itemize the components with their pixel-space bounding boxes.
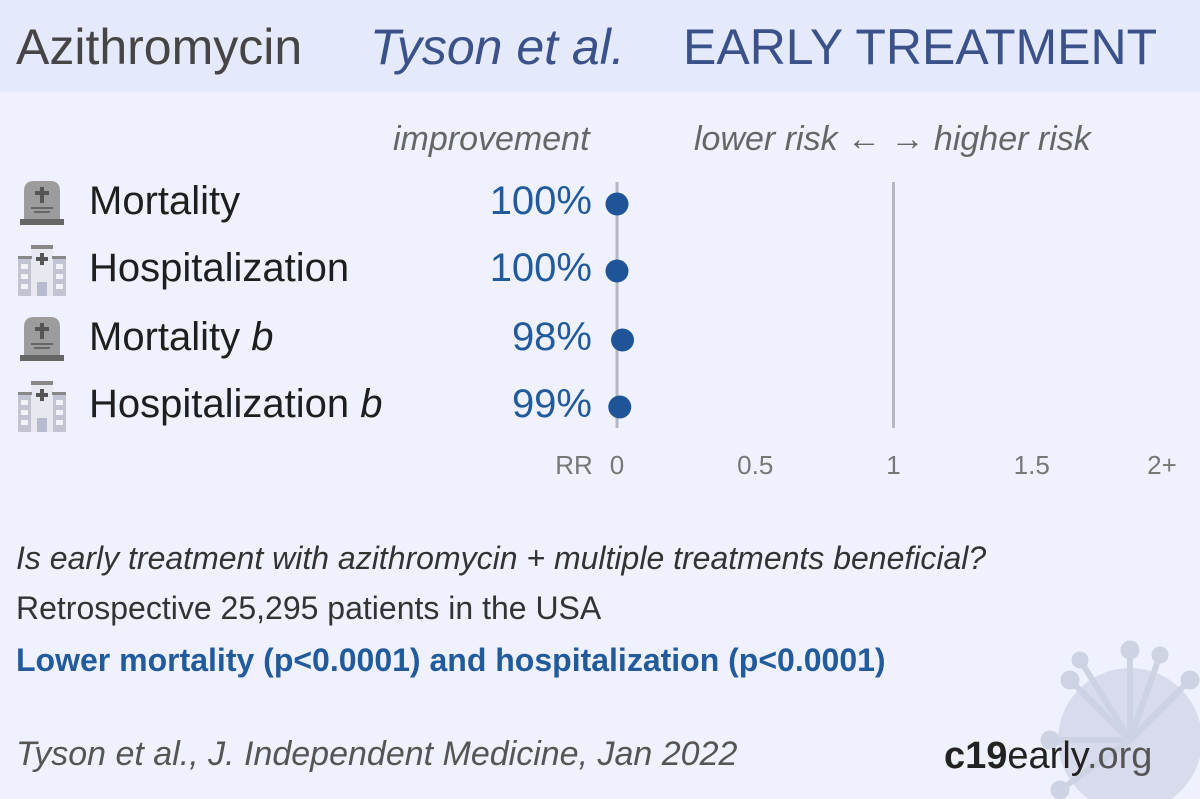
x-tick-label: 1 bbox=[886, 450, 901, 480]
improvement-value: 100% bbox=[489, 246, 592, 290]
logo-part-a: c19 bbox=[944, 735, 1008, 777]
outcome-label: Mortality b bbox=[89, 315, 274, 359]
outcome-label: Hospitalization b bbox=[89, 382, 383, 426]
rr-point bbox=[608, 395, 632, 419]
outcome-label: Mortality bbox=[89, 179, 241, 223]
conclusion-text: Lower mortality (p<0.0001) and hospitali… bbox=[16, 642, 886, 678]
risk-header: lower risk ← → higher risk bbox=[694, 120, 1091, 158]
x-tick-label: 0.5 bbox=[737, 450, 774, 480]
design-text: Retrospective 25,295 patients in the USA bbox=[16, 590, 602, 626]
rr-point bbox=[605, 192, 629, 216]
outcome-label: Hospitalization bbox=[89, 246, 350, 290]
site-logo[interactable]: c19early.org bbox=[944, 735, 1152, 778]
logo-part-c: .org bbox=[1086, 735, 1153, 777]
drug-title: Azithromycin bbox=[16, 19, 303, 75]
x-tick-label: 2+ bbox=[1147, 450, 1177, 480]
x-tick-label: 0 bbox=[609, 450, 625, 480]
rr-point bbox=[605, 259, 629, 283]
improvement-value: 100% bbox=[489, 179, 592, 223]
stage-title: EARLY TREATMENT bbox=[683, 19, 1158, 75]
citation: Tyson et al., J. Independent Medicine, J… bbox=[16, 735, 738, 773]
improvement-value: 98% bbox=[511, 315, 592, 359]
x-tick-label: 1.5 bbox=[1013, 450, 1050, 480]
forest-plot bbox=[605, 182, 895, 428]
question-text: Is early treatment with azithromycin + m… bbox=[16, 540, 987, 576]
header-band bbox=[0, 0, 1200, 92]
improvement-header: improvement bbox=[393, 120, 590, 158]
x-axis-label: RR bbox=[555, 450, 593, 480]
study-title: Tyson et al. bbox=[370, 19, 625, 75]
logo-part-b: early bbox=[1007, 735, 1087, 777]
improvement-value: 99% bbox=[511, 382, 592, 426]
rr-point bbox=[611, 328, 635, 352]
